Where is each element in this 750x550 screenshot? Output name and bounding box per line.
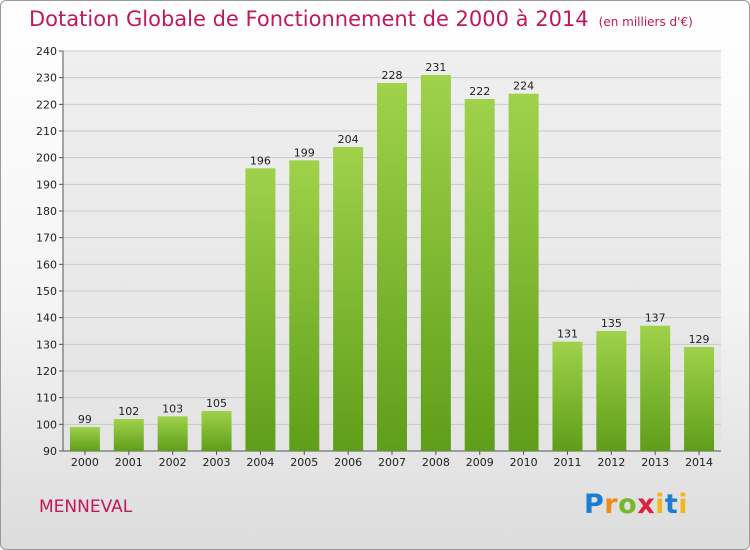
bar [377,83,407,451]
commune-name: MENNEVAL [39,497,133,517]
bar [596,331,627,451]
y-tick-label: 240 [36,45,57,58]
bar [684,347,715,451]
y-tick-label: 200 [36,152,57,165]
x-tick-label: 2003 [203,456,231,469]
bar-value-label: 224 [513,80,534,93]
bar [508,93,539,452]
bar-value-label: 231 [425,61,446,74]
x-tick-label: 2004 [246,456,274,469]
y-tick-label: 90 [43,445,57,458]
x-tick-label: 2009 [466,456,494,469]
plot-area: 9010011012013014015016017018019020021022… [36,45,721,469]
bar-value-label: 103 [162,402,183,415]
y-tick-label: 110 [36,392,57,405]
bar-value-label: 99 [78,413,92,426]
x-tick-label: 2002 [159,456,187,469]
bar-value-label: 102 [118,405,139,418]
y-tick-label: 160 [36,258,57,271]
x-tick-label: 2007 [378,456,406,469]
bar-value-label: 199 [294,146,315,159]
x-tick-label: 2012 [597,456,625,469]
x-tick-label: 2000 [71,456,99,469]
bar-value-label: 131 [557,328,578,341]
bar [157,416,188,451]
bar [640,325,671,451]
bar [464,99,495,451]
y-tick-label: 190 [36,178,57,191]
bar [420,75,451,451]
x-tick-label: 2005 [290,456,318,469]
bar [552,341,583,451]
y-tick-label: 140 [36,312,57,325]
bar-value-label: 196 [250,154,271,167]
y-tick-label: 230 [36,72,57,85]
y-tick-label: 120 [36,365,57,378]
bar [201,411,232,451]
bar-value-label: 228 [382,69,403,82]
y-tick-label: 130 [36,338,57,351]
chart-title: Dotation Globale de Fonctionnement de 20… [29,7,693,31]
x-tick-label: 2014 [685,456,713,469]
chart-unit: (en milliers d'€) [598,15,693,29]
y-tick-label: 220 [36,98,57,111]
bar [289,160,320,452]
y-tick-label: 210 [36,125,57,138]
y-tick-label: 100 [36,418,57,431]
bar-value-label: 135 [601,317,622,330]
bar-value-label: 105 [206,397,227,410]
chart-title-text: Dotation Globale de Fonctionnement de 20… [29,7,589,31]
x-tick-label: 2001 [115,456,143,469]
x-tick-label: 2010 [510,456,538,469]
bar-value-label: 129 [689,333,710,346]
y-tick-label: 150 [36,285,57,298]
x-tick-label: 2008 [422,456,450,469]
bar-value-label: 204 [338,133,359,146]
bar [69,427,100,451]
bar [113,419,144,451]
bar [245,168,276,452]
proxiti-logo: Proxiti [584,489,689,520]
y-tick-label: 170 [36,232,57,245]
x-tick-label: 2011 [553,456,581,469]
y-tick-label: 180 [36,205,57,218]
bar-value-label: 222 [469,85,490,98]
bar-value-label: 137 [645,312,666,325]
x-tick-label: 2013 [641,456,669,469]
bar [333,147,364,451]
x-tick-label: 2006 [334,456,362,469]
